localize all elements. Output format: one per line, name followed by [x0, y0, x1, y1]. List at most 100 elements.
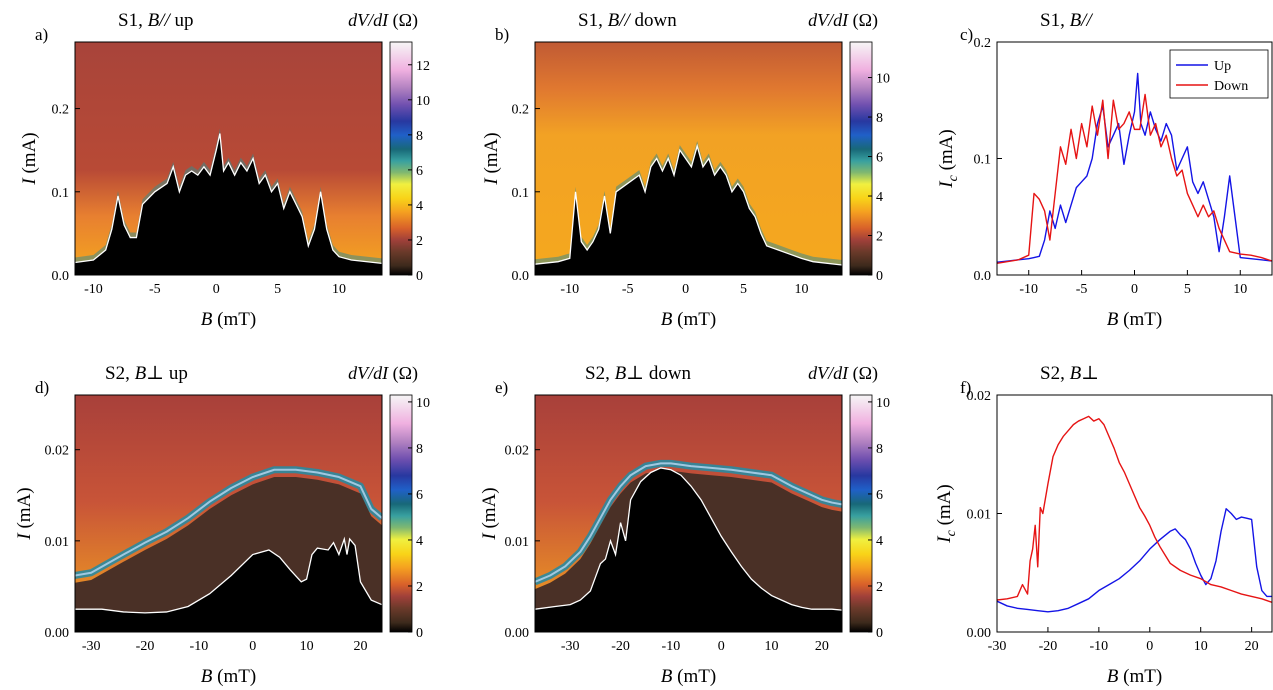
plot-frame [534, 41, 843, 276]
critical-current-line [75, 536, 382, 614]
x-axis-label-part: (mT) [672, 309, 716, 330]
x-tick-label: 10 [1194, 639, 1208, 654]
x-tick-label: -20 [1039, 639, 1058, 654]
chart-title-part: B⊥ [610, 363, 644, 384]
x-tick-label: -10 [1090, 639, 1109, 654]
x-tick-label: 0 [682, 282, 689, 297]
y-axis-label: I (mA) [479, 487, 500, 540]
x-tick-label: -5 [149, 282, 161, 297]
colorbar-label-part: dV/dI [348, 363, 389, 383]
colorbar-tick-label: 4 [876, 190, 883, 205]
chart-title-part: B⊥ [130, 363, 164, 384]
plot-frame [534, 394, 843, 633]
y-axis-label-part: I [936, 180, 957, 189]
y-axis-label-part: (mA) [481, 132, 502, 178]
colorbar-tick-label: 4 [416, 534, 423, 549]
y-axis-label-part: I [14, 532, 35, 541]
panel-label: e) [495, 378, 508, 397]
plot-frame [74, 41, 383, 276]
x-tick-label: 20 [1245, 639, 1259, 654]
y-tick-label: 0.0 [974, 269, 992, 284]
superconducting-region [535, 467, 842, 632]
y-tick-label: 0.0 [52, 269, 70, 284]
y-axis-label-part: I [479, 532, 500, 541]
series-line-up [997, 72, 1272, 263]
colorbar-label-part: (Ω) [848, 363, 878, 384]
y-axis-label-part: (mA) [19, 132, 40, 178]
x-axis-label: B (mT) [1107, 309, 1162, 330]
y-tick-label: 0.02 [505, 444, 530, 459]
colorbar-tick-label: 8 [416, 129, 423, 144]
y-tick-label: 0.1 [52, 186, 70, 201]
legend-label: Down [1214, 79, 1248, 94]
colorbar-label-part: dV/dI [808, 10, 849, 30]
colorbar-label-part: (Ω) [388, 363, 418, 384]
y-axis-label: Ic (mA) [934, 484, 959, 543]
colorbar-tick-label: 0 [416, 269, 423, 284]
chart-title-part: S2, [1040, 363, 1065, 384]
legend-label: Up [1214, 59, 1231, 74]
y-axis-label-part: (mA) [934, 484, 955, 530]
y-tick-label: 0.01 [45, 535, 70, 550]
x-axis-label-part: (mT) [212, 666, 256, 687]
chart-title: S2, B⊥ [1040, 363, 1099, 384]
x-tick-label: 10 [794, 282, 808, 297]
panel-label: b) [495, 25, 509, 44]
x-tick-label: -10 [1019, 282, 1038, 297]
y-axis-label: I (mA) [19, 132, 40, 185]
x-axis-label-part: B [661, 666, 673, 687]
panel-label: f) [960, 378, 971, 397]
panel-d: -30 -20 -10 0 10 200.000.010.02d)S2, B⊥ upB (… [14, 363, 430, 687]
ridge-core [75, 468, 382, 577]
x-tick-label: 0 [249, 639, 256, 654]
x-tick-label: 10 [765, 639, 779, 654]
series-line-up [997, 508, 1272, 613]
y-axis-label-part: I [19, 177, 40, 186]
y-tick-label: 0.1 [512, 186, 530, 201]
plot-frame [74, 394, 383, 633]
y-axis-label: Ic (mA) [936, 129, 961, 188]
colorbar-tick-label: 8 [876, 111, 883, 126]
x-axis-label-part: B [1107, 309, 1119, 330]
colorbar-tick-label: 2 [876, 230, 883, 245]
x-tick-label: -30 [82, 639, 101, 654]
panel-b: -10 -5 0 5 10 0.0 0.1 0.2 b) S1, B// down B (mT) I … [481, 10, 890, 330]
panel-c: -10 -5 0 5 10 0.0 0.1 0.2c) S1, B// B (mT) Ic (mA)… [936, 10, 1273, 330]
colorbar-label: dV/dI (Ω) [348, 363, 418, 384]
x-axis-label-part: (mT) [1118, 309, 1162, 330]
y-tick-label: 0.00 [967, 626, 992, 641]
x-tick-label: 10 [300, 639, 314, 654]
y-axis-label-part: (mA) [14, 487, 35, 533]
x-tick-label: -10 [190, 639, 209, 654]
y-tick-label: 0.2 [52, 103, 70, 118]
x-axis-label: B (mT) [661, 309, 716, 330]
plot-area [75, 42, 382, 275]
x-tick-label: -20 [611, 639, 630, 654]
chart-title-part: down [630, 10, 677, 31]
panel-f: -30 -20 -10 0 10 20 0.00 0.01 0.02f) S2, B⊥ B (mT)… [934, 363, 1273, 687]
plot-area [535, 395, 842, 632]
chart-title-part: down [644, 363, 691, 384]
plot-area [535, 42, 842, 275]
x-tick-label: 5 [1184, 282, 1191, 297]
y-tick-label: 0.0 [512, 269, 530, 284]
x-tick-label: -20 [136, 639, 155, 654]
x-tick-label: 0 [718, 639, 725, 654]
y-axis-label-part: c [944, 529, 959, 536]
colorbar [849, 394, 873, 633]
x-axis-label-part: B [201, 309, 213, 330]
y-tick-label: 0.1 [974, 153, 992, 168]
colorbar [849, 41, 873, 276]
chart-title-part: S1, [578, 10, 603, 31]
y-axis-label: I (mA) [481, 132, 502, 185]
critical-current-line [535, 143, 842, 266]
chart-title-part: S2, [105, 363, 130, 384]
y-tick-label: 0.2 [512, 103, 530, 118]
chart-title-part: S2, [585, 363, 610, 384]
chart-title-part: up [170, 10, 194, 31]
colorbar-tick-label: 2 [876, 580, 883, 595]
y-tick-label: 0.01 [505, 535, 530, 550]
colorbar-tick-label: 8 [416, 442, 423, 457]
colorbar-tick-label: 0 [416, 626, 423, 641]
chart-title-part: up [164, 363, 188, 384]
